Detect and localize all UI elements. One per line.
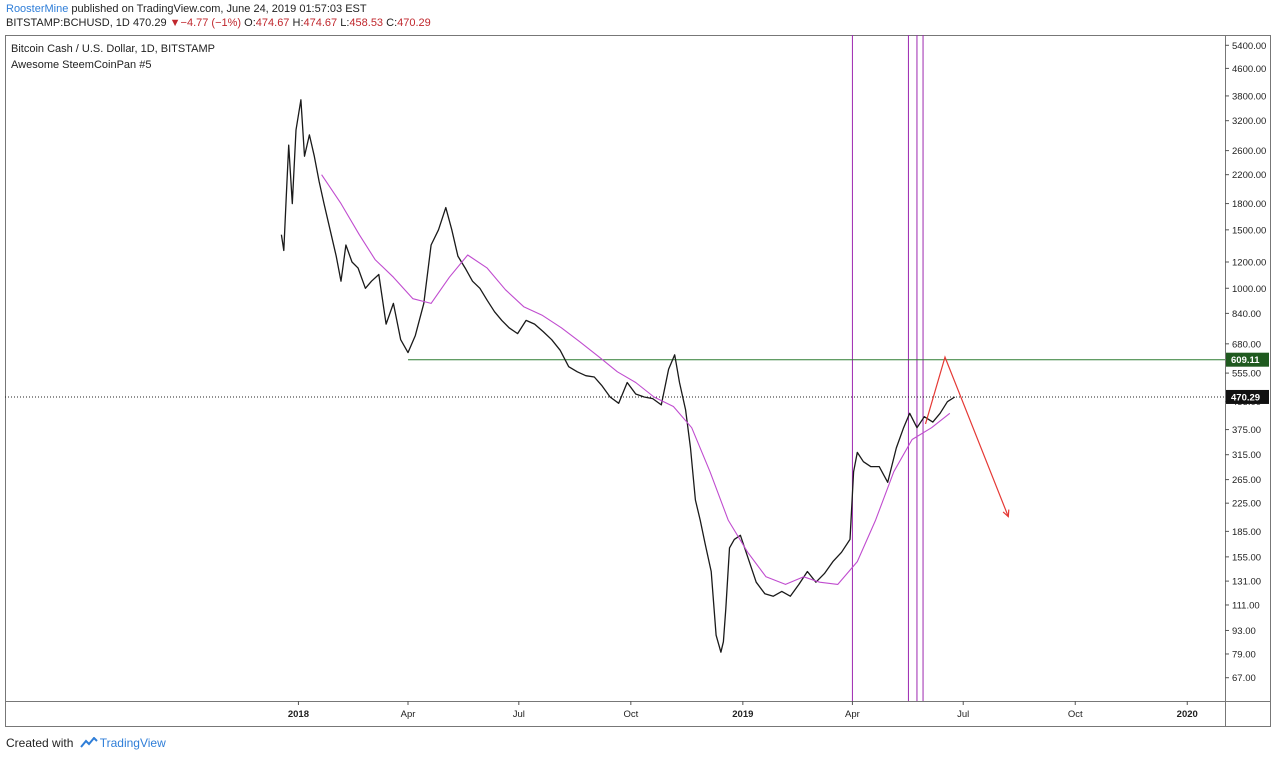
- y-tick-label-0: 5400.00: [1232, 41, 1266, 52]
- low-value: 458.53: [349, 17, 384, 29]
- down-arrow-icon: ▼: [169, 17, 181, 29]
- level-lines: [5, 359, 1225, 398]
- y-tick-label-7: 1500.00: [1232, 225, 1266, 236]
- moving-average-line: [321, 174, 951, 585]
- y-tick-label-23: 79.00: [1232, 649, 1256, 660]
- tradingview-logo-icon: [79, 736, 98, 752]
- publisher-line: RoosterMine published on TradingView.com…: [6, 3, 367, 15]
- y-tick-label-8: 1200.00: [1232, 257, 1266, 268]
- x-tick-label-3: Oct: [623, 709, 638, 720]
- price-line: [280, 99, 956, 653]
- y-tick-label-4: 2600.00: [1232, 146, 1266, 157]
- y-tick-label-11: 680.00: [1232, 339, 1261, 350]
- chart-subtitle: Awesome SteemCoinPan #5: [11, 59, 151, 71]
- y-tick-label-16: 265.00: [1232, 475, 1261, 486]
- x-axis: 2018 Apr Jul Oct 2019 Apr Jul Oct 2020: [288, 701, 1198, 720]
- y-tick-label-9: 1000.00: [1232, 284, 1266, 295]
- chart-container[interactable]: Bitcoin Cash / U.S. Dollar, 1D, BITSTAMP…: [5, 35, 1271, 727]
- x-tick-label-5: Apr: [845, 709, 860, 720]
- y-tick-label-6: 1800.00: [1232, 199, 1266, 210]
- x-tick-label-7: Oct: [1068, 709, 1083, 720]
- y-tick-label-14: 375.00: [1232, 425, 1261, 436]
- projection-arrowhead: [1002, 509, 1010, 518]
- created-with-text: Created with: [6, 736, 74, 750]
- x-tick-label-8: 2020: [1177, 709, 1198, 720]
- y-tick-label-5: 2200.00: [1232, 170, 1266, 181]
- y-tick-label-17: 225.00: [1232, 499, 1261, 510]
- x-tick-label-1: Apr: [401, 709, 416, 720]
- x-tick-label-4: 2019: [732, 709, 753, 720]
- close-value: 470.29: [397, 17, 431, 29]
- price-chart[interactable]: Bitcoin Cash / U.S. Dollar, 1D, BITSTAMP…: [5, 35, 1271, 727]
- y-tick-label-2: 3800.00: [1232, 91, 1266, 102]
- projection-path: [924, 355, 1009, 517]
- open-value: 474.67: [255, 17, 290, 29]
- y-tick-label-3: 3200.00: [1232, 116, 1266, 127]
- y-tick-label-18: 185.00: [1232, 527, 1261, 538]
- last-price-box: [1226, 389, 1269, 404]
- footer-credit: Created with TradingView: [6, 736, 166, 752]
- support-level-label: 609.11: [1231, 355, 1260, 366]
- y-axis: 5400.00 4600.00 3800.00 3200.00 2600.00 2200.…: [1225, 41, 1269, 684]
- support-level-box: [1226, 352, 1269, 367]
- vertical-markers: [851, 35, 924, 701]
- high-value: 474.67: [303, 17, 338, 29]
- x-tick-label-0: 2018: [288, 709, 309, 720]
- y-tick-label-24: 67.00: [1232, 673, 1256, 684]
- tradingview-brand-link[interactable]: TradingView: [99, 736, 166, 750]
- y-tick-label-1: 4600.00: [1232, 64, 1266, 75]
- y-tick-label-10: 840.00: [1232, 309, 1261, 320]
- last-price-label: 470.29: [1231, 392, 1260, 403]
- x-tick-label-2: Jul: [513, 709, 525, 720]
- close-label: C:: [386, 17, 398, 29]
- y-tick-label-21: 111.00: [1232, 600, 1260, 611]
- publisher-username[interactable]: RoosterMine: [6, 3, 69, 15]
- y-tick-label-15: 315.00: [1232, 450, 1261, 461]
- chart-title: Bitcoin Cash / U.S. Dollar, 1D, BITSTAMP: [11, 43, 215, 55]
- y-tick-label-12: 555.00: [1232, 369, 1261, 380]
- high-label: H:: [292, 17, 304, 29]
- open-label: O:: [244, 17, 256, 29]
- x-tick-label-6: Jul: [957, 709, 969, 720]
- series-layer: [280, 99, 956, 653]
- symbol-info-line: BITSTAMP:BCHUSD, 1D 470.29 ▼−4.77 (−1%) …: [6, 17, 431, 29]
- published-text: published on TradingView.com, June 24, 2…: [71, 3, 367, 15]
- last-price: 470.29: [132, 17, 167, 29]
- low-label: L:: [340, 17, 350, 29]
- chart-frame: [5, 35, 1271, 727]
- projection-layer: [924, 355, 1010, 518]
- y-tick-label-22: 93.00: [1232, 626, 1256, 637]
- y-tick-label-20: 131.00: [1232, 577, 1261, 588]
- y-tick-label-19: 155.00: [1232, 552, 1261, 563]
- price-change: −4.77 (−1%): [180, 17, 242, 29]
- symbol-label: BITSTAMP:BCHUSD, 1D: [6, 17, 130, 29]
